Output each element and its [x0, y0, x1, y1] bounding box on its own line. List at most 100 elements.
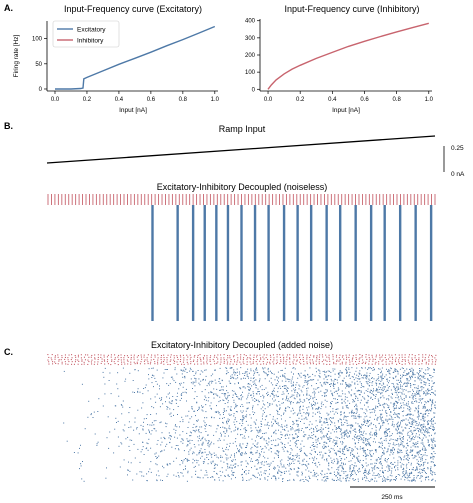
- excitatory-spike: [319, 370, 321, 372]
- excitatory-spike: [414, 430, 416, 431]
- inhibitory-spike: [166, 357, 168, 359]
- inhibitory-spike: [214, 363, 216, 365]
- excitatory-spike: [259, 478, 261, 480]
- excitatory-spike: [227, 396, 229, 398]
- inhibitory-spike: [126, 355, 128, 357]
- excitatory-spike: [245, 410, 247, 412]
- excitatory-spike: [195, 429, 197, 431]
- excitatory-spike: [182, 431, 184, 433]
- excitatory-spike: [204, 389, 206, 391]
- excitatory-spike: [224, 427, 226, 429]
- inhibitory-spike: [216, 362, 218, 364]
- excitatory-spike: [266, 424, 268, 426]
- excitatory-spike: [364, 438, 366, 440]
- excitatory-spike: [421, 398, 423, 400]
- excitatory-spike: [156, 464, 158, 466]
- excitatory-spike: [333, 449, 335, 451]
- inhibitory-spike: [206, 361, 208, 363]
- excitatory-spike: [380, 461, 382, 462]
- excitatory-spike: [411, 397, 413, 399]
- excitatory-spike: [303, 431, 305, 433]
- excitatory-spike: [347, 400, 349, 402]
- excitatory-spike: [343, 462, 344, 464]
- excitatory-spike: [428, 385, 430, 386]
- excitatory-spike: [422, 462, 424, 464]
- excitatory-spike: [427, 439, 429, 441]
- excitatory-spike: [121, 404, 123, 406]
- excitatory-spike: [343, 471, 345, 472]
- excitatory-spike: [222, 480, 224, 482]
- excitatory-spike: [368, 442, 370, 444]
- inhibitory-spike: [77, 363, 79, 365]
- excitatory-spike: [196, 476, 198, 478]
- inhibitory-spike: [118, 358, 120, 360]
- excitatory-spike: [219, 417, 221, 419]
- excitatory-spike: [187, 440, 189, 442]
- excitatory-spike: [209, 380, 211, 382]
- excitatory-spike: [241, 412, 243, 414]
- excitatory-spike: [325, 383, 327, 385]
- excitatory-spike: [190, 447, 192, 449]
- excitatory-spike: [308, 412, 310, 414]
- excitatory-spike: [377, 416, 379, 418]
- excitatory-spike: [224, 395, 226, 397]
- excitatory-spike: [300, 449, 302, 451]
- excitatory-spike: [233, 401, 235, 403]
- excitatory-spike: [408, 474, 410, 476]
- inhibitory-spike: [160, 362, 162, 364]
- inhibitory-spike: [418, 359, 420, 361]
- excitatory-spike: [419, 379, 421, 381]
- excitatory-spike: [418, 431, 420, 433]
- excitatory-spike: [245, 451, 246, 453]
- excitatory-spike: [427, 428, 429, 430]
- inhibitory-spike: [187, 363, 189, 365]
- inhibitory-spike: [144, 359, 146, 361]
- excitatory-spike: [281, 393, 283, 395]
- excitatory-spike: [290, 426, 291, 427]
- excitatory-spike: [265, 372, 267, 374]
- excitatory-spike: [428, 435, 430, 437]
- excitatory-spike: [355, 370, 357, 372]
- excitatory-spike: [299, 462, 301, 464]
- excitatory-spike: [263, 371, 265, 373]
- excitatory-spike: [328, 438, 330, 440]
- excitatory-spike: [150, 433, 152, 435]
- excitatory-spike: [187, 472, 189, 474]
- excitatory-spike: [329, 370, 330, 372]
- excitatory-spike: [191, 476, 193, 478]
- excitatory-spike: [272, 398, 273, 400]
- inhibitory-spike: [217, 361, 219, 363]
- excitatory-spike: [417, 427, 418, 429]
- inhibitory-spike: [143, 354, 145, 356]
- excitatory-spike: [286, 398, 288, 399]
- excitatory-spike: [290, 401, 292, 402]
- excitatory-spike: [230, 377, 232, 379]
- excitatory-spike: [163, 372, 165, 374]
- excitatory-spike: [320, 390, 322, 392]
- excitatory-spike: [222, 399, 224, 401]
- inhibitory-spike: [213, 360, 215, 362]
- inhibitory-spike: [157, 357, 159, 359]
- excitatory-spike: [337, 461, 338, 463]
- inhibitory-spike: [133, 354, 135, 356]
- excitatory-spike: [401, 376, 403, 378]
- excitatory-spike: [242, 452, 244, 454]
- excitatory-spike: [289, 462, 290, 464]
- excitatory-spike: [380, 446, 382, 448]
- excitatory-spike: [204, 438, 206, 440]
- excitatory-spike: [225, 457, 227, 459]
- excitatory-spike: [248, 383, 250, 384]
- excitatory-spike: [240, 397, 242, 399]
- excitatory-spike: [289, 440, 291, 442]
- excitatory-spike: [419, 375, 421, 377]
- inhibitory-spike: [432, 356, 434, 358]
- excitatory-spike: [421, 402, 422, 404]
- excitatory-spike: [413, 390, 414, 392]
- excitatory-spike: [231, 374, 233, 376]
- excitatory-spike: [195, 415, 196, 417]
- excitatory-spike: [397, 469, 399, 471]
- excitatory-spike: [368, 396, 370, 398]
- excitatory-spike: [210, 402, 212, 404]
- excitatory-spike: [153, 407, 155, 409]
- excitatory-spike: [375, 405, 377, 407]
